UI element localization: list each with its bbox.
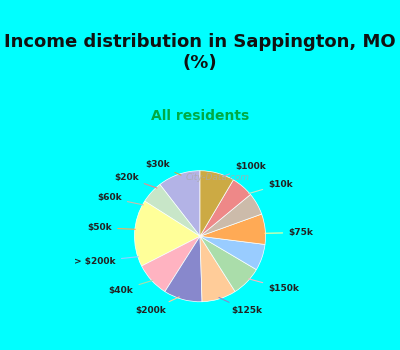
- Text: $60k: $60k: [97, 194, 143, 205]
- Wedge shape: [200, 180, 250, 236]
- Text: $125k: $125k: [219, 298, 262, 315]
- Text: $50k: $50k: [88, 223, 135, 232]
- Text: $10k: $10k: [249, 180, 293, 194]
- Text: All residents: All residents: [151, 109, 249, 123]
- Text: $200k: $200k: [136, 297, 179, 315]
- Text: Income distribution in Sappington, MO
(%): Income distribution in Sappington, MO (%…: [4, 33, 396, 72]
- Wedge shape: [142, 236, 200, 292]
- Text: $150k: $150k: [249, 279, 299, 293]
- Text: $30k: $30k: [145, 160, 181, 175]
- Wedge shape: [134, 201, 200, 266]
- Wedge shape: [145, 184, 200, 236]
- Wedge shape: [160, 171, 200, 236]
- Text: City-Data.com: City-Data.com: [186, 173, 250, 182]
- Wedge shape: [200, 236, 235, 302]
- Text: $40k: $40k: [109, 280, 153, 295]
- Wedge shape: [200, 214, 266, 244]
- Wedge shape: [200, 171, 233, 236]
- Wedge shape: [200, 236, 256, 292]
- Wedge shape: [200, 195, 262, 236]
- Text: $75k: $75k: [265, 228, 313, 237]
- Wedge shape: [200, 236, 265, 270]
- Text: > $200k: > $200k: [74, 257, 138, 266]
- Wedge shape: [165, 236, 202, 302]
- Text: $20k: $20k: [114, 173, 157, 188]
- Text: $100k: $100k: [223, 162, 266, 176]
